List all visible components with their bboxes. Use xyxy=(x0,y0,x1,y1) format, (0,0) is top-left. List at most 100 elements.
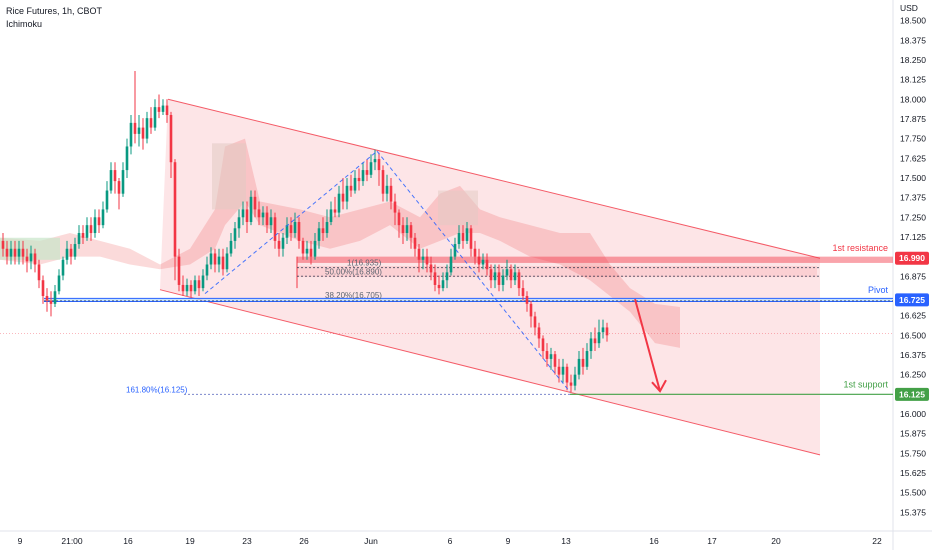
candle-body xyxy=(521,288,525,296)
candle-body xyxy=(33,253,37,265)
candle xyxy=(345,177,349,210)
candle-body xyxy=(21,248,25,257)
candle xyxy=(193,275,197,295)
y-tick-label: 18.375 xyxy=(900,35,926,45)
level-price-tag xyxy=(895,293,929,307)
candle-body xyxy=(205,264,209,276)
x-tick-label: Jun xyxy=(364,536,378,546)
candle-body xyxy=(281,237,285,249)
candle-body xyxy=(481,259,485,265)
y-tick-label: 17.875 xyxy=(900,114,926,124)
candle-body xyxy=(209,253,213,265)
candle xyxy=(461,225,465,249)
candle-body xyxy=(385,185,389,194)
time-axis[interactable]: 9 21:00 16 19 23 26 Jun 6 9 13 16 17 20 22 xyxy=(18,536,882,546)
candle xyxy=(137,115,141,147)
candle xyxy=(473,240,477,265)
candlestick-series xyxy=(1,70,609,392)
candle-body xyxy=(589,338,593,352)
candle xyxy=(453,237,457,260)
candle xyxy=(281,233,285,257)
candle-body xyxy=(221,256,225,270)
candle xyxy=(85,217,89,241)
candle xyxy=(53,284,57,307)
y-tick-label: 17.750 xyxy=(900,134,926,144)
candle xyxy=(313,233,317,260)
candle xyxy=(181,275,185,296)
candle-body xyxy=(569,382,573,386)
candle xyxy=(309,240,313,265)
candle-body xyxy=(101,209,105,226)
candle-body xyxy=(585,351,589,367)
level-label: Pivot xyxy=(868,285,889,295)
candle-body xyxy=(61,259,65,276)
candle-body xyxy=(53,291,57,304)
candle xyxy=(257,201,261,226)
price-axis[interactable]: 16.990 16.725 16.125 USD 18.500 18.375 18.250 1… xyxy=(895,3,929,517)
candle xyxy=(169,111,173,178)
candle xyxy=(73,237,77,260)
y-tick-label: 18.250 xyxy=(900,55,926,65)
candle-body xyxy=(485,259,489,270)
candle-body xyxy=(297,222,301,241)
candle-body xyxy=(145,118,149,139)
candle xyxy=(9,240,13,265)
candle xyxy=(301,237,305,260)
candle xyxy=(529,300,533,328)
candle-body xyxy=(565,366,569,383)
fib-label: 161.80%(16.125) xyxy=(126,385,188,394)
channel-upper-line xyxy=(167,98,821,259)
candle xyxy=(241,201,245,226)
x-tick-label: 17 xyxy=(707,536,717,546)
candle xyxy=(277,233,281,257)
candle-body xyxy=(605,327,609,336)
candle xyxy=(573,366,577,391)
candle-body xyxy=(333,209,337,213)
fib-trend-line-0 xyxy=(204,150,378,294)
candle-body xyxy=(573,374,577,386)
candle-body xyxy=(189,284,193,292)
candle-body xyxy=(365,170,369,175)
candle xyxy=(513,264,517,285)
candle-body xyxy=(337,193,341,213)
candle xyxy=(361,162,365,186)
level-price-tag-text: 16.125 xyxy=(899,389,925,399)
candle xyxy=(341,177,345,210)
candle-body xyxy=(361,170,365,182)
candle-body xyxy=(553,354,557,367)
candle xyxy=(369,154,373,178)
candle xyxy=(49,291,53,317)
candle-body xyxy=(85,225,89,238)
projection-arrow-head xyxy=(651,379,667,393)
candle xyxy=(485,253,489,276)
candle-body xyxy=(593,338,597,344)
candle xyxy=(393,193,397,226)
candle xyxy=(141,118,145,150)
candle-body xyxy=(497,272,501,285)
candle-body xyxy=(49,300,53,304)
indicator-label[interactable]: Ichimoku xyxy=(6,19,43,29)
cloud-bull-segment xyxy=(212,143,246,210)
candle xyxy=(209,247,213,270)
candle-body xyxy=(313,240,317,257)
candle xyxy=(117,177,121,210)
y-tick-label: 18.500 xyxy=(900,16,926,26)
candle-body xyxy=(89,225,93,234)
channel-lower-line xyxy=(159,289,821,456)
candle-body xyxy=(533,316,537,328)
candle-body xyxy=(41,280,45,296)
candle-body xyxy=(113,170,117,182)
candle-body xyxy=(165,105,169,116)
y-tick-label: 18.125 xyxy=(900,75,926,85)
y-tick-label: 16.250 xyxy=(900,370,926,380)
candle xyxy=(421,248,425,270)
candle xyxy=(357,168,361,191)
chart-title: Rice Futures, 1h, CBOT xyxy=(6,6,103,16)
candle xyxy=(29,245,33,270)
candle-body xyxy=(557,366,561,375)
candle xyxy=(601,319,605,339)
candle xyxy=(533,311,537,336)
candle xyxy=(249,190,253,226)
candle xyxy=(217,248,221,273)
